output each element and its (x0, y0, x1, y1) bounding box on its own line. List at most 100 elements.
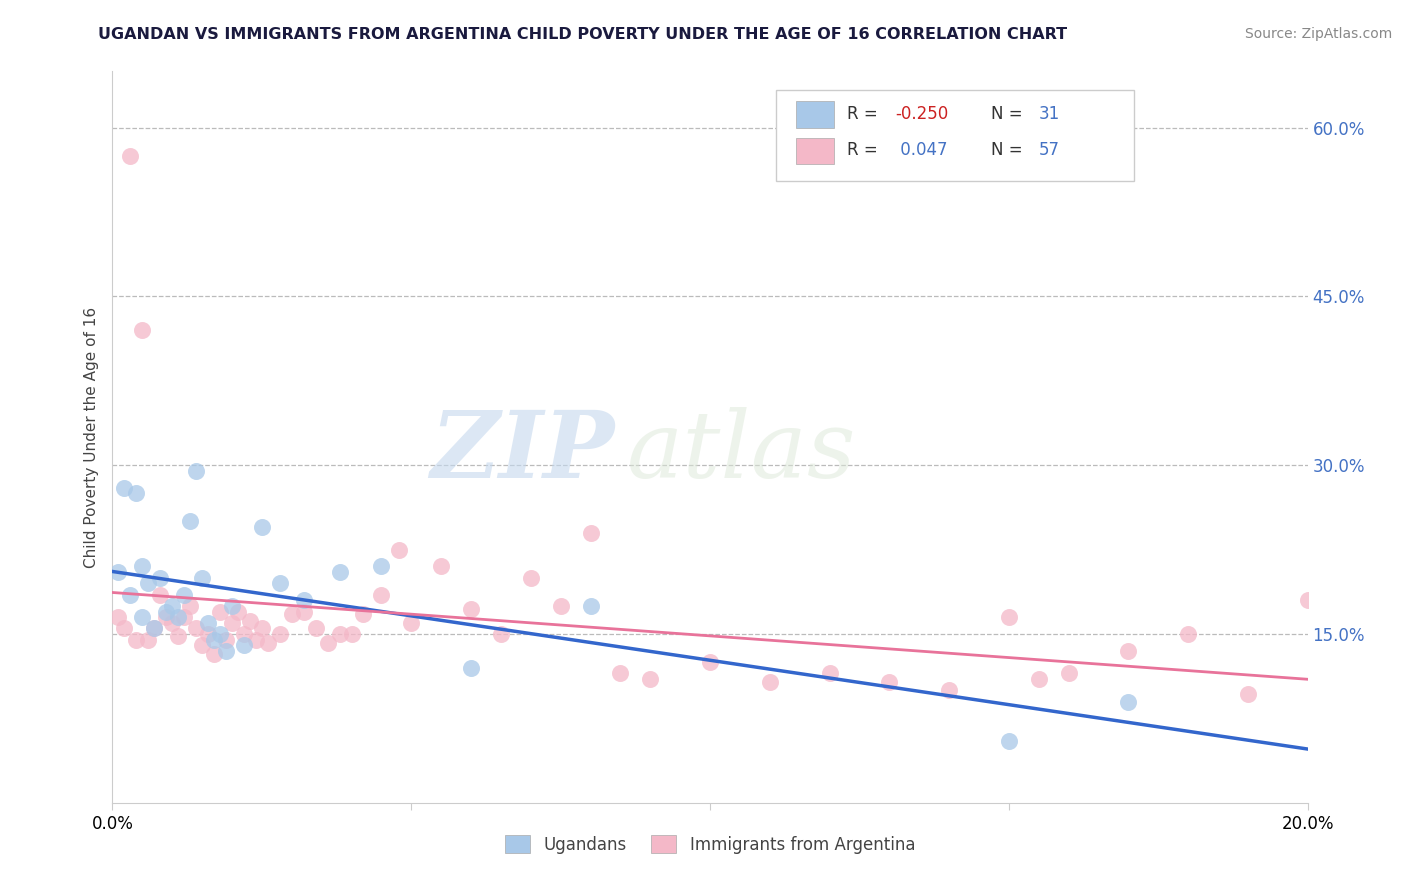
Point (191, 571, 214, 585)
Point (430, 559, 453, 574)
Point (998, 610, 1021, 624)
Point (239, 614, 262, 628)
Point (221, 615, 243, 630)
Point (388, 542, 411, 557)
Point (107, 610, 129, 624)
Point (257, 636, 280, 650)
Point (550, 599, 572, 613)
Point (215, 644, 238, 658)
Point (138, 576, 160, 591)
Point (149, 588, 172, 602)
Text: 31: 31 (1039, 104, 1060, 123)
FancyBboxPatch shape (776, 90, 1135, 181)
Point (250, 621, 273, 635)
Point (114, 481, 135, 495)
Point (1177, 627, 1199, 641)
Point (329, 627, 352, 641)
Point (699, 655, 721, 669)
Point (460, 602, 482, 616)
Text: 0.047: 0.047 (896, 141, 948, 160)
Point (579, 525, 602, 540)
Point (818, 666, 841, 681)
Point (233, 638, 256, 652)
Text: N =: N = (991, 141, 1028, 160)
Text: ZIP: ZIP (430, 407, 614, 497)
Point (640, 672, 662, 686)
Point (1028, 672, 1050, 686)
Text: R =: R = (848, 104, 883, 123)
Point (1118, 694, 1140, 708)
Point (131, 610, 153, 624)
Point (759, 675, 782, 690)
Point (281, 607, 304, 621)
Point (460, 661, 482, 675)
Point (305, 621, 328, 635)
Point (353, 607, 375, 621)
Point (125, 632, 148, 647)
Point (938, 683, 960, 698)
Point (131, 559, 153, 574)
Text: atlas: atlas (627, 407, 856, 497)
Text: -0.250: -0.250 (896, 104, 949, 123)
Point (173, 588, 195, 602)
Point (209, 627, 232, 641)
Point (998, 734, 1021, 748)
Bar (796, 138, 834, 164)
Point (143, 621, 166, 635)
Point (579, 599, 602, 613)
Point (269, 627, 291, 641)
Point (143, 621, 166, 635)
Point (162, 599, 183, 613)
Point (489, 627, 512, 641)
Point (191, 638, 214, 652)
Point (250, 520, 273, 534)
Text: Source: ZipAtlas.com: Source: ZipAtlas.com (1244, 27, 1392, 41)
Point (292, 593, 315, 607)
Legend: Ugandans, Immigrants from Argentina: Ugandans, Immigrants from Argentina (498, 829, 922, 860)
Point (202, 647, 225, 661)
Point (233, 627, 256, 641)
Point (167, 629, 190, 643)
Point (155, 610, 177, 624)
Point (138, 632, 160, 647)
Point (329, 565, 352, 579)
Point (1118, 644, 1140, 658)
Point (120, 149, 142, 163)
Point (125, 486, 148, 500)
Point (269, 576, 291, 591)
Point (186, 621, 208, 635)
Point (167, 610, 190, 624)
Point (609, 666, 631, 681)
Point (179, 599, 201, 613)
Point (879, 675, 901, 690)
Point (1296, 593, 1319, 607)
Point (179, 515, 201, 529)
Point (226, 605, 249, 619)
Y-axis label: Child Poverty Under the Age of 16: Child Poverty Under the Age of 16 (83, 307, 98, 567)
Point (202, 632, 225, 647)
Bar (796, 102, 834, 128)
Point (173, 610, 195, 624)
Point (186, 464, 208, 478)
Point (401, 615, 423, 630)
Point (245, 632, 267, 647)
Point (120, 588, 142, 602)
Point (197, 627, 219, 641)
Text: R =: R = (848, 141, 883, 160)
Point (292, 605, 315, 619)
Point (221, 599, 243, 613)
Text: 57: 57 (1039, 141, 1060, 160)
Point (316, 636, 339, 650)
Text: N =: N = (991, 104, 1028, 123)
Point (340, 627, 363, 641)
Point (107, 565, 129, 579)
Point (114, 621, 135, 635)
Point (149, 571, 172, 585)
Point (209, 605, 232, 619)
Point (162, 615, 183, 630)
Text: UGANDAN VS IMMIGRANTS FROM ARGENTINA CHILD POVERTY UNDER THE AGE OF 16 CORRELATI: UGANDAN VS IMMIGRANTS FROM ARGENTINA CHI… (98, 27, 1067, 42)
Point (131, 323, 153, 337)
Point (155, 605, 177, 619)
Point (370, 588, 392, 602)
Point (1237, 687, 1260, 701)
